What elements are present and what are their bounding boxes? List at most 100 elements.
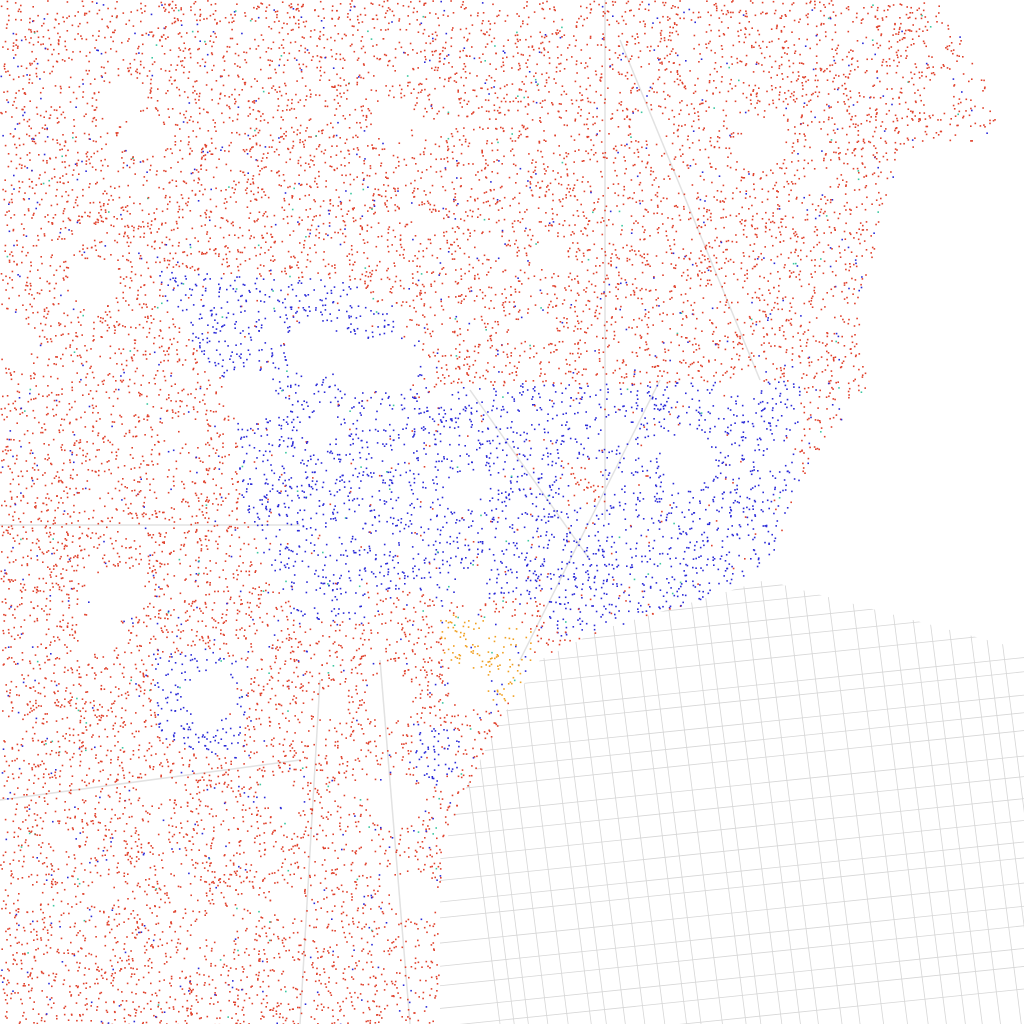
dot	[561, 440, 563, 442]
dot	[371, 269, 374, 272]
dot	[250, 190, 252, 193]
dot	[316, 45, 318, 47]
dot	[101, 18, 103, 21]
dot	[265, 17, 268, 19]
dot	[211, 893, 214, 895]
dot	[369, 876, 372, 878]
dot	[4, 190, 7, 193]
dot	[222, 569, 224, 571]
dot	[517, 69, 520, 71]
dot	[692, 158, 695, 161]
dot	[147, 464, 150, 466]
dot	[457, 282, 460, 284]
dot	[894, 129, 896, 132]
dot	[586, 249, 589, 252]
dot	[282, 218, 285, 220]
dot	[337, 416, 339, 418]
dot	[561, 161, 564, 164]
dot	[28, 984, 30, 986]
dot	[296, 129, 299, 131]
dot	[269, 134, 272, 137]
dot	[402, 428, 404, 430]
dot	[447, 216, 449, 218]
dot	[98, 543, 101, 546]
dot	[898, 61, 900, 64]
dot	[295, 392, 297, 394]
dot	[25, 284, 27, 287]
dot	[763, 299, 766, 301]
dot	[336, 810, 339, 813]
dot	[219, 330, 222, 332]
dot	[411, 502, 413, 505]
dot	[752, 90, 754, 92]
dot	[75, 1002, 78, 1004]
dot	[354, 278, 356, 280]
dot	[350, 540, 352, 543]
dot	[79, 992, 82, 994]
dot	[215, 36, 217, 38]
dot	[38, 682, 40, 685]
dot	[23, 619, 26, 621]
dot	[644, 229, 646, 231]
dot	[363, 549, 366, 551]
dot	[959, 36, 961, 38]
dot	[352, 442, 354, 445]
dot	[414, 396, 416, 398]
dot	[113, 390, 116, 393]
dot	[631, 197, 634, 200]
dot	[205, 216, 207, 219]
dot	[804, 472, 806, 474]
dot	[688, 509, 690, 511]
dot	[322, 379, 325, 381]
dot	[628, 586, 631, 589]
dot	[50, 641, 52, 644]
dot	[283, 344, 286, 346]
dot	[37, 269, 39, 271]
dot	[410, 489, 413, 491]
dot	[865, 274, 867, 276]
dot	[679, 532, 681, 535]
dot	[433, 280, 436, 283]
dot	[250, 235, 252, 237]
dot	[550, 440, 552, 442]
dot	[695, 409, 698, 412]
dot	[316, 612, 319, 615]
dot	[293, 446, 296, 449]
dot	[86, 373, 89, 375]
dot	[523, 526, 526, 529]
dot	[104, 854, 106, 856]
dot	[325, 469, 328, 472]
dot	[13, 260, 15, 263]
dot	[440, 420, 443, 423]
dot	[268, 26, 270, 28]
dot	[236, 800, 239, 803]
dot	[284, 660, 287, 662]
dot	[20, 492, 22, 494]
dot	[309, 493, 312, 496]
dot	[501, 344, 503, 347]
dot	[682, 558, 685, 560]
dot	[71, 24, 74, 27]
dot	[288, 633, 290, 636]
dot	[544, 99, 546, 102]
dot	[676, 71, 679, 73]
dot	[24, 289, 27, 291]
dot	[423, 303, 426, 305]
dot	[17, 787, 19, 789]
dot	[502, 606, 504, 609]
dot	[18, 397, 21, 399]
dot	[207, 473, 209, 476]
dot	[161, 1011, 164, 1014]
street	[940, 580, 1001, 1024]
dot	[343, 157, 346, 159]
dot	[235, 757, 237, 759]
dot	[268, 720, 271, 723]
dot	[184, 912, 187, 915]
dot	[289, 306, 292, 309]
dot	[341, 659, 344, 661]
dot	[248, 505, 250, 507]
dot	[266, 429, 268, 431]
dot	[340, 164, 343, 166]
dot	[167, 563, 169, 565]
dot	[183, 487, 186, 490]
